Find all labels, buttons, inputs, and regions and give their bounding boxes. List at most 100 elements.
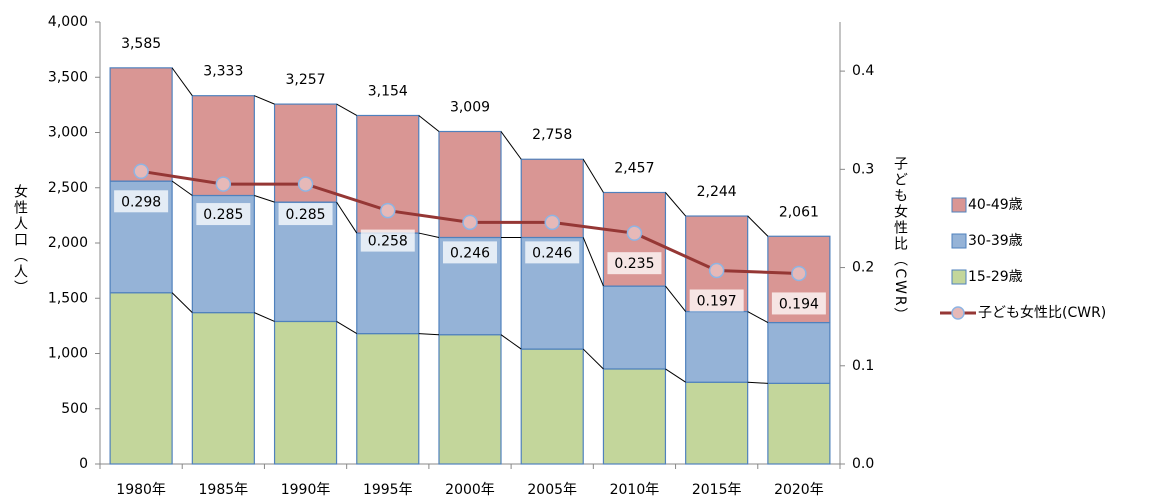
x-tick-label: 2015年 — [692, 482, 742, 498]
series-connector — [254, 95, 275, 105]
x-tick-label: 2005年 — [527, 482, 577, 498]
y2-tick-label: 0.4 — [852, 63, 874, 79]
legend-label: 30-39歳 — [968, 233, 1023, 249]
series-connector — [582, 237, 604, 287]
legend-label: 子ども女性比(CWR) — [978, 304, 1106, 321]
legend-label: 15-29歳 — [968, 269, 1023, 285]
cwr-value-label: 0.246 — [532, 245, 572, 261]
value-label-box — [114, 190, 169, 213]
series-connector — [747, 311, 769, 323]
y-axis-title: 女性人口（人） — [12, 183, 28, 296]
cwr-marker — [380, 202, 396, 219]
series-connector — [500, 131, 522, 160]
value-label-box — [771, 292, 826, 315]
value-label-box — [278, 203, 333, 226]
bar-segment — [356, 333, 420, 465]
value-label-box — [525, 241, 580, 264]
y-tick-label: 3,500 — [48, 69, 88, 85]
cwr-value-label: 0.285 — [286, 207, 326, 223]
x-tick-label: 1990年 — [281, 482, 331, 498]
y-tick-label: 2,500 — [48, 180, 88, 196]
y-tick-label: 500 — [61, 401, 88, 417]
series-connector — [254, 195, 275, 203]
cwr-value-label: 0.197 — [697, 294, 737, 310]
total-label: 2,244 — [697, 184, 737, 200]
y-tick-label: 1,500 — [48, 290, 88, 306]
x-tick-label: 2000年 — [445, 482, 495, 498]
y-tick-label: 1,000 — [48, 346, 88, 362]
series-connector — [418, 333, 440, 336]
series-connector — [582, 348, 604, 370]
cwr-marker — [708, 262, 725, 279]
bar-segment — [685, 310, 749, 383]
series-connector — [171, 67, 193, 96]
x-tick-label: 2020年 — [774, 482, 824, 498]
series-connector — [582, 158, 604, 193]
total-label: 2,758 — [532, 127, 572, 143]
value-label-box — [196, 203, 251, 226]
series-connector — [665, 368, 686, 383]
y2-tick-label: 0.1 — [852, 358, 874, 374]
y2-tick-label: 0.2 — [852, 260, 874, 276]
value-label-box — [443, 241, 497, 264]
series-connector — [500, 334, 522, 350]
x-tick-label: 1995年 — [363, 482, 413, 498]
series-connector — [336, 321, 358, 335]
total-label: 3,154 — [368, 83, 408, 99]
cwr-value-label: 0.258 — [368, 234, 408, 250]
cwr-value-label: 0.194 — [779, 296, 819, 312]
bar-segment — [767, 382, 831, 465]
cwr-marker — [462, 214, 478, 231]
bar-segment — [109, 292, 173, 465]
y-tick-label: 3,000 — [48, 125, 88, 141]
total-label: 3,009 — [450, 100, 490, 116]
y-tick-label: 2,000 — [48, 235, 88, 251]
bar-segment — [685, 381, 749, 465]
legend-swatch — [951, 269, 967, 285]
series-connector — [418, 232, 440, 238]
legend-label: 40-49歳 — [968, 197, 1023, 213]
bar-segment — [191, 312, 255, 465]
bar-segment — [602, 285, 667, 370]
y-tick-label: 4,000 — [48, 14, 88, 30]
cwr-marker — [626, 225, 643, 241]
total-label: 3,257 — [286, 72, 326, 88]
cwr-value-label: 0.235 — [614, 256, 654, 272]
x-tick-label: 2010年 — [610, 482, 660, 498]
y2-tick-label: 0.3 — [852, 161, 874, 177]
cwr-value-label: 0.298 — [121, 194, 161, 210]
y2-tick-label: 0.0 — [852, 456, 874, 472]
y2-axis-title: 子ども女性比（CWR） — [892, 156, 908, 323]
series-connector — [665, 192, 687, 217]
series-connector — [336, 103, 358, 116]
series-connector — [254, 312, 275, 322]
bar-segment — [273, 320, 338, 465]
legend-swatch — [951, 197, 967, 213]
y-tick-label: 0 — [79, 456, 88, 472]
cwr-value-label: 0.285 — [203, 207, 243, 223]
value-label-box — [360, 229, 415, 252]
bar-segment — [520, 348, 584, 465]
cwr-marker — [544, 214, 560, 231]
series-connector — [418, 115, 440, 132]
x-tick-label: 1985年 — [199, 482, 249, 498]
series-connector — [665, 285, 687, 312]
bar-segment — [767, 321, 831, 384]
cwr-value-label: 0.246 — [450, 245, 490, 261]
cwr-marker — [297, 176, 314, 192]
total-label: 2,061 — [779, 204, 819, 220]
bar-segment — [438, 334, 502, 465]
series-connector — [336, 201, 358, 234]
series-connector — [747, 215, 769, 237]
series-connector — [171, 180, 193, 196]
cwr-marker — [791, 265, 807, 282]
bar-segment — [602, 368, 667, 465]
series-connector — [171, 292, 193, 313]
x-tick-label: 1980年 — [116, 482, 166, 498]
series-connector — [747, 381, 768, 384]
cwr-marker — [215, 176, 232, 192]
total-label: 3,585 — [121, 36, 161, 52]
legend-marker — [951, 306, 965, 320]
total-label: 3,333 — [203, 64, 243, 80]
